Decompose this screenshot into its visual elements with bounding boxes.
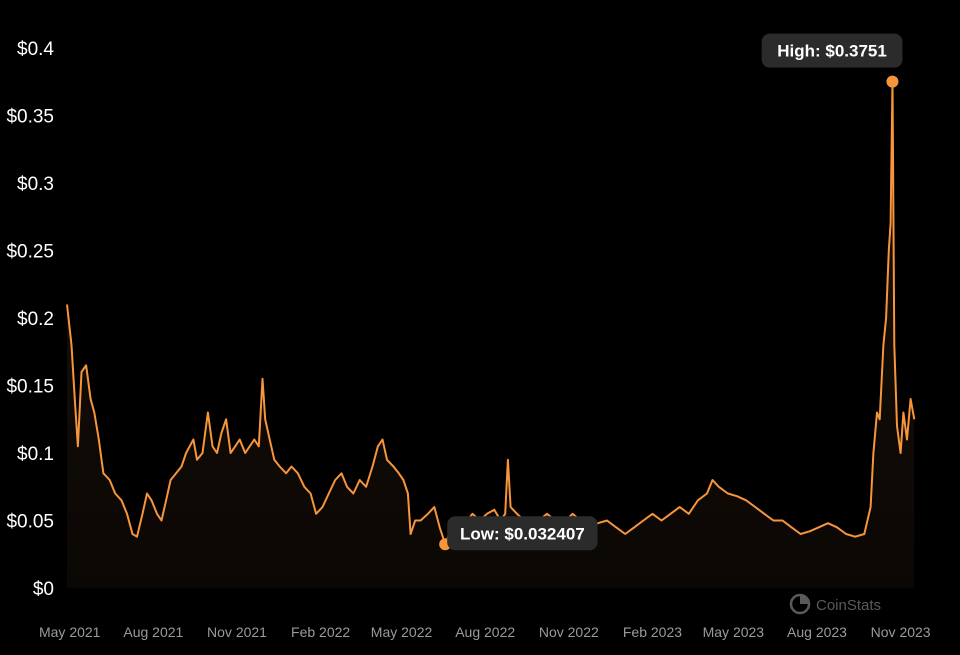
- y-axis: $0 $0.05 $0.1 $0.15 $0.2 $0.25 $0.3 $0.35 $0.4: [6, 39, 54, 600]
- y-tick-label: $0.25: [6, 242, 54, 263]
- x-tick-label: May 2023: [703, 624, 765, 640]
- x-tick-label: Nov 2021: [207, 624, 267, 640]
- coinstats-watermark: CoinStats: [789, 593, 881, 615]
- annotation-box: [447, 516, 598, 551]
- x-axis: May 2021 Aug 2021 Nov 2021 Feb 2022 May 2022…: [39, 624, 931, 640]
- x-tick-label: Nov 2022: [539, 624, 599, 640]
- high-marker: [886, 75, 899, 88]
- price-line: [66, 80, 916, 546]
- annotation-label: High: $0.3751: [777, 42, 887, 61]
- low-annotation: Low: $0.032407: [439, 516, 598, 551]
- x-tick-label: Feb 2022: [291, 624, 350, 640]
- annotation-box: [761, 33, 903, 68]
- y-tick-label: $0.15: [6, 377, 54, 398]
- y-tick-label: $0.3: [17, 174, 54, 195]
- y-tick-label: $0.4: [17, 39, 54, 60]
- annotation-label: Low: $0.032407: [460, 524, 585, 543]
- x-tick-label: May 2021: [39, 624, 101, 640]
- y-tick-label: $0.2: [17, 309, 54, 330]
- coinstats-logo-icon: [789, 593, 811, 615]
- x-tick-label: Aug 2021: [123, 624, 183, 640]
- x-tick-label: May 2022: [371, 624, 433, 640]
- x-tick-label: Aug 2022: [455, 624, 515, 640]
- annotations: High: $0.3751 Low: $0.032407: [439, 33, 903, 551]
- x-tick-label: Aug 2023: [787, 624, 847, 640]
- y-tick-label: $0: [33, 579, 54, 600]
- watermark-text: CoinStats: [816, 597, 881, 614]
- price-area-fill: [67, 81, 915, 588]
- x-tick-label: Nov 2023: [871, 624, 931, 640]
- x-tick-label: Feb 2023: [623, 624, 682, 640]
- y-tick-label: $0.05: [6, 512, 54, 533]
- high-annotation: High: $0.3751: [761, 33, 903, 88]
- y-tick-label: $0.1: [17, 444, 54, 465]
- y-tick-label: $0.35: [6, 107, 54, 128]
